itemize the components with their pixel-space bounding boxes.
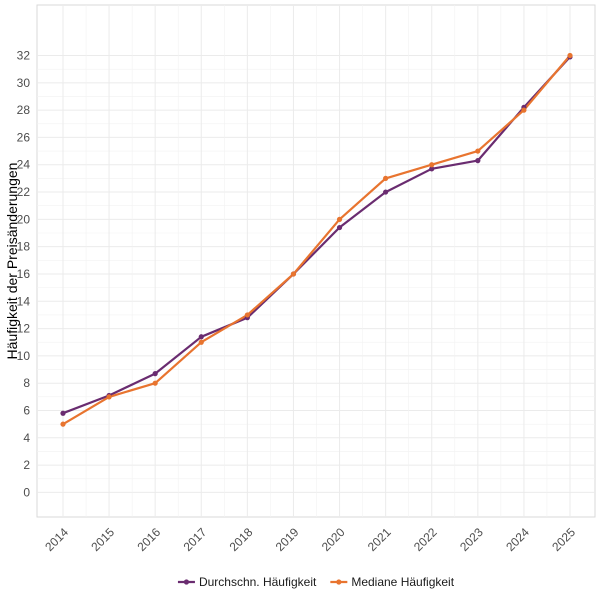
y-tick-label: 26 (17, 130, 31, 144)
legend-key-point (336, 579, 342, 585)
plot-panel (36, 4, 596, 518)
data-point-2 (521, 107, 527, 113)
legend-label: Mediane Häufigkeit (351, 575, 454, 589)
x-tick-label: 2023 (457, 525, 486, 554)
y-tick-label: 18 (17, 240, 31, 254)
y-tick-label: 4 (23, 431, 30, 445)
legend-label: Durchschn. Häufigkeit (199, 575, 317, 589)
y-tick-label: 20 (17, 212, 31, 226)
grid-lines (37, 5, 595, 517)
data-point-1 (336, 224, 343, 231)
data-point-2 (198, 339, 204, 345)
data-point-2 (383, 175, 389, 181)
x-tick-label: 2024 (503, 525, 532, 554)
y-tick-label: 32 (17, 49, 31, 63)
x-tick-label: 2018 (227, 525, 256, 554)
y-tick-label: 22 (17, 185, 31, 199)
y-tick-label: 24 (17, 158, 31, 172)
data-point-2 (152, 380, 158, 386)
legend-key-point (183, 579, 190, 585)
data-point-2 (290, 271, 297, 277)
y-tick-label: 8 (23, 376, 30, 390)
data-point-1 (383, 189, 389, 195)
x-tick-label: 2015 (88, 525, 117, 554)
y-tick-label: 6 (23, 404, 30, 418)
series-line-2 (62, 54, 571, 426)
data-point-2 (429, 162, 435, 168)
x-tick-label: 2025 (549, 525, 578, 554)
data-point-2 (60, 421, 66, 427)
y-tick-label: 12 (17, 322, 31, 336)
legend: Durchschn. Häufigkeit Mediane Häufigkeit (177, 575, 455, 589)
legend-item-1: Durchschn. Häufigkeit (177, 575, 317, 589)
data-point-2 (475, 148, 481, 154)
series-lines (62, 54, 571, 426)
y-tick-label: 16 (17, 267, 31, 281)
x-tick-labels: 2014 2015 2016 2017 2018 2019 2020 2021 2022 2023… (42, 525, 578, 554)
x-tick-label: 2017 (181, 525, 210, 554)
series-line-1 (62, 56, 571, 415)
data-point-1 (198, 334, 204, 340)
y-tick-label: 2 (23, 458, 30, 472)
y-tick-label: 28 (17, 103, 31, 117)
data-point-2 (106, 394, 112, 400)
x-tick-label: 2020 (319, 525, 348, 554)
data-point-1 (152, 371, 158, 377)
y-tick-label: 10 (17, 349, 31, 363)
data-point-2 (336, 216, 343, 222)
y-tick-label: 30 (17, 76, 31, 90)
x-tick-label: 2019 (273, 525, 302, 554)
y-axis-title: Häufigkeit der Preisänderungen (4, 163, 20, 360)
legend-item-2: Mediane Häufigkeit (330, 575, 455, 589)
data-point-1 (475, 158, 481, 164)
data-point-2 (244, 312, 250, 318)
x-tick-label: 2021 (365, 525, 394, 554)
y-tick-label: 14 (17, 294, 31, 308)
x-tick-label: 2014 (42, 525, 71, 554)
x-tick-label: 2016 (134, 525, 163, 554)
series-points (60, 52, 573, 427)
data-point-1 (60, 410, 66, 416)
x-tick-label: 2022 (411, 525, 440, 554)
y-tick-label: 0 (23, 485, 30, 499)
data-point-1 (429, 166, 435, 172)
data-point-2 (567, 52, 573, 59)
